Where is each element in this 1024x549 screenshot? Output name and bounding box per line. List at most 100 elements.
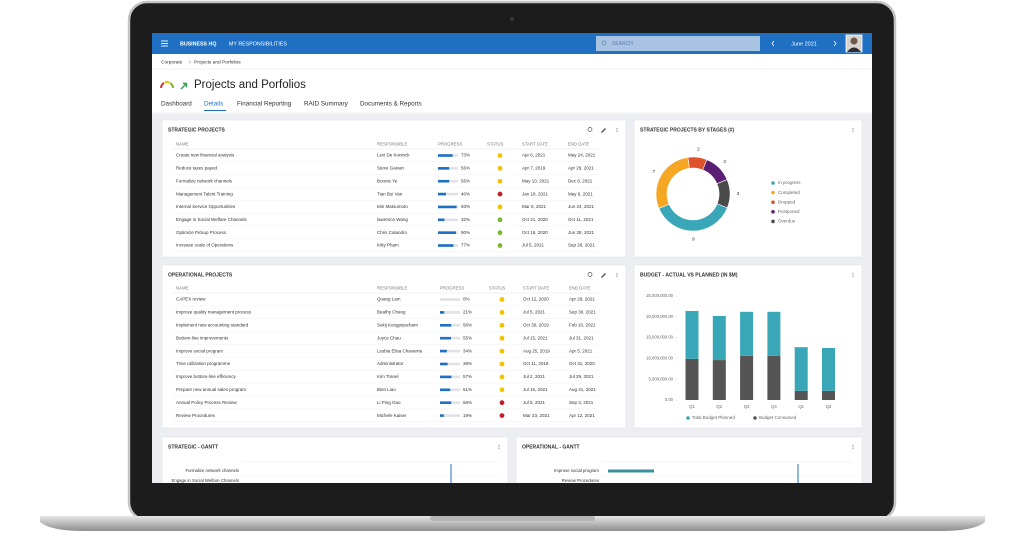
project-name[interactable]: Reduce taxes payed [176, 166, 218, 171]
end-date: Apr 12, 2021 [569, 413, 595, 418]
project-name[interactable]: Create new financial analysis [176, 153, 235, 158]
menu-dot[interactable] [852, 444, 854, 446]
project-name[interactable]: Review Procedures [176, 413, 216, 418]
menu-dot[interactable] [498, 448, 500, 450]
edit-icon[interactable] [601, 273, 606, 278]
project-name[interactable]: Implement new accounting standard [176, 322, 249, 327]
menu-dot[interactable] [852, 448, 854, 450]
tab[interactable]: Details [204, 101, 223, 108]
breadcrumb-item[interactable]: Corporate [161, 59, 183, 65]
status-dot [497, 153, 503, 158]
menu-icon[interactable] [161, 40, 168, 47]
responsible: Chris Calandro [377, 230, 408, 235]
progress-track [440, 311, 460, 314]
start-date: May 10, 2021 [522, 178, 550, 183]
project-name[interactable]: Management Talent Training [176, 191, 233, 196]
menu-dot[interactable] [498, 444, 500, 446]
progress-bar [438, 218, 445, 222]
search-icon[interactable] [587, 127, 593, 132]
start-date: Jul 15, 2021 [523, 335, 548, 340]
prev-arrow[interactable] [771, 40, 775, 47]
menu-dot[interactable] [852, 272, 854, 274]
tab[interactable]: Documents & Reports [360, 101, 422, 108]
end-date: Sep 3, 2021 [569, 400, 594, 405]
start-date: Apr 6, 2021 [522, 153, 546, 158]
project-name[interactable]: Improve quality management process [176, 310, 252, 315]
menu-dot[interactable] [852, 274, 854, 276]
panel-title: STRATEGIC - GANTT [168, 444, 218, 450]
menu-dot[interactable] [498, 446, 500, 448]
progress-bar [440, 401, 452, 404]
project-name[interactable]: Bottom-line improvements [176, 335, 229, 340]
project-name[interactable]: Increase scale of Operations [176, 243, 234, 248]
project-name[interactable]: Annual Policy Process Review [176, 400, 238, 405]
status-dot [499, 322, 505, 328]
tab[interactable]: Dashboard [161, 101, 192, 108]
responsible: Li Ping Gao [377, 400, 401, 405]
legend-swatch [771, 181, 775, 185]
project-name[interactable]: Optimize Pickup Process [176, 230, 227, 235]
progress-track [440, 298, 460, 301]
menu-dot[interactable] [852, 127, 854, 129]
menu-dot[interactable] [616, 129, 618, 131]
menu-dot[interactable] [616, 131, 618, 133]
search-icon[interactable] [587, 272, 593, 277]
progress-bar [440, 388, 451, 392]
panel-title: OPERATIONAL PROJECTS [168, 272, 233, 278]
responsible: Beathy Chang [377, 310, 406, 315]
project-name[interactable]: Improve social program [176, 348, 223, 353]
column-header: PROGRESS [438, 142, 462, 147]
responsible: Steve Gaivan [377, 166, 405, 171]
responsible: Administrator [377, 361, 404, 366]
menu-dot[interactable] [852, 276, 854, 278]
x-tick-label: Q1 [798, 404, 804, 409]
start-date: Mar 23, 2021 [523, 413, 550, 418]
responsible: Kim Tranel [377, 374, 399, 379]
responsible: Michele Kaiser [377, 413, 407, 418]
menu-dot[interactable] [616, 272, 618, 274]
progress-label: 56% [463, 400, 472, 405]
project-name[interactable]: Improve bottom-line efficiency [176, 374, 236, 379]
end-date: Oct 11, 2021 [568, 217, 594, 222]
nav-link[interactable]: MY RESPONSIBILITIES [229, 41, 287, 47]
status-dot [499, 361, 505, 367]
project-name[interactable]: Engage in Social Welfare Channels [176, 217, 247, 222]
start-date: Jul 5, 2021 [523, 400, 546, 405]
end-date: Oct 31, 2020 [569, 361, 595, 366]
y-tick-label: 5,000,000.00 [649, 376, 674, 381]
progress-track [440, 414, 460, 417]
progress-label: 73% [461, 153, 470, 158]
responsible: Kitty Pham [377, 243, 399, 248]
menu-dot[interactable] [852, 131, 854, 133]
menu-dot[interactable] [616, 274, 618, 276]
project-name[interactable]: Time utilization programme [176, 361, 231, 366]
responsible: Tian Bui Van [377, 191, 403, 196]
data-label: 7 [652, 169, 655, 175]
progress-bar [440, 375, 452, 379]
project-name[interactable]: Internal Service Opportunities [176, 204, 236, 209]
start-date: Jul 2, 2021 [523, 374, 546, 379]
search-icon [601, 40, 607, 46]
menu-dot[interactable] [852, 446, 854, 448]
project-name[interactable]: Formalize network channels [176, 178, 233, 183]
tab[interactable]: RAID Summary [304, 101, 349, 108]
menu-dot[interactable] [616, 276, 618, 278]
responsible: Levi De Koninck [377, 153, 410, 158]
status-dot [499, 400, 505, 406]
end-date: Feb 10, 2021 [569, 322, 596, 327]
brand[interactable]: BUSINESS HQ [180, 41, 217, 47]
bar-segment [794, 390, 808, 400]
next-arrow[interactable] [833, 40, 837, 47]
bar-segment [712, 315, 726, 361]
menu-dot[interactable] [616, 127, 618, 129]
bar-segment [685, 310, 699, 359]
search-box[interactable] [596, 36, 760, 51]
tab[interactable]: Financial Reporting [237, 101, 292, 108]
data-label: 2 [697, 147, 700, 153]
project-name[interactable]: CAPEX review [176, 297, 206, 302]
project-name[interactable]: Prepare new annual sales program [176, 387, 246, 392]
edit-icon[interactable] [601, 128, 606, 133]
menu-dot[interactable] [852, 129, 854, 131]
